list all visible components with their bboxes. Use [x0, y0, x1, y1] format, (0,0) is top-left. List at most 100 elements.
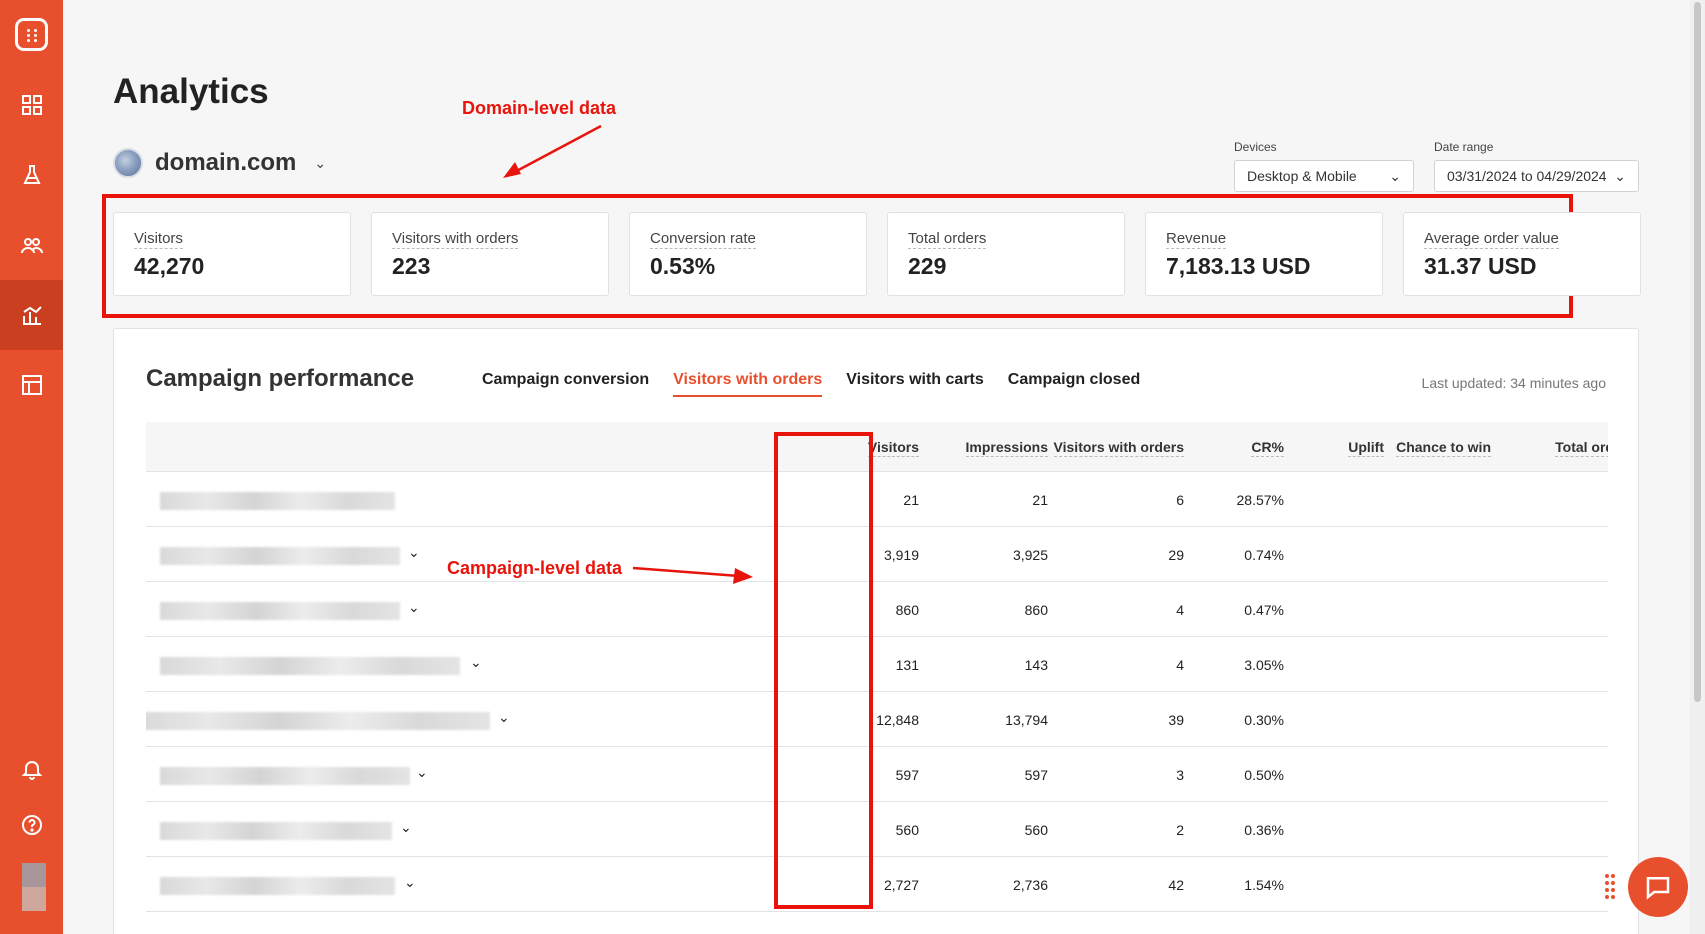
campaign-name-redacted [160, 657, 460, 675]
chevron-down-icon[interactable]: ⌄ [400, 819, 412, 835]
scrollbar[interactable] [1690, 0, 1705, 934]
users-icon [20, 238, 43, 254]
campaign-performance-panel: Campaign performance Campaign conversion… [113, 328, 1639, 934]
devices-select[interactable]: Desktop & Mobile ⌄ [1234, 160, 1414, 192]
campaign-name-redacted [160, 877, 395, 895]
chat-button[interactable] [1628, 857, 1688, 917]
devices-value: Desktop & Mobile [1247, 168, 1357, 184]
cell-visitors-with-orders: 3 [1176, 767, 1184, 783]
cell-cr: 0.74% [1244, 547, 1284, 563]
tab-visitors-with-orders[interactable]: Visitors with orders [673, 371, 823, 397]
chevron-down-icon[interactable]: ⌄ [404, 874, 416, 890]
cell-impressions: 860 [1024, 602, 1048, 618]
kpi-card-visitors-with-orders: Visitors with orders 223 [371, 212, 609, 296]
kpi-value: 42,270 [134, 253, 205, 279]
domain-selector[interactable]: domain.com ⌄ [113, 148, 326, 178]
sidebar-item-experiments[interactable] [0, 140, 63, 210]
campaign-table: Visitors Impressions Visitors with order… [146, 422, 1608, 912]
cell-visitors: 131 [895, 657, 919, 673]
column-header-total-orders[interactable]: Total orders [1555, 439, 1608, 457]
column-header-impressions[interactable]: Impressions [965, 439, 1048, 457]
scrollbar-thumb[interactable] [1694, 2, 1701, 702]
cell-impressions: 2,736 [1012, 877, 1048, 893]
cell-impressions: 597 [1024, 767, 1048, 783]
sidebar-item-notifications[interactable] [0, 734, 63, 804]
sidebar-item-dashboard[interactable] [0, 70, 63, 140]
analytics-icon [22, 306, 42, 325]
tab-campaign-closed[interactable]: Campaign closed [1007, 371, 1141, 388]
cell-impressions: 560 [1024, 822, 1048, 838]
devices-filter: Devices Desktop & Mobile ⌄ [1234, 140, 1414, 192]
column-header-visitors-with-orders[interactable]: Visitors with orders [1053, 439, 1184, 457]
cell-cr: 0.50% [1244, 767, 1284, 783]
annotation-campaign-level: Campaign-level data [447, 558, 623, 578]
column-header-cr[interactable]: CR% [1251, 439, 1284, 457]
tab-visitors-with-carts[interactable]: Visitors with carts [846, 371, 984, 388]
cell-impressions: 13,794 [1005, 712, 1048, 728]
cell-visitors-with-orders: 4 [1176, 657, 1184, 673]
kpi-card-total-orders: Total orders 229 [887, 212, 1125, 296]
campaign-name-redacted [160, 767, 410, 785]
avatar[interactable] [22, 863, 46, 911]
chevron-down-icon[interactable]: ⌄ [470, 654, 482, 670]
cell-visitors: 21 [903, 492, 919, 508]
sidebar-item-analytics[interactable] [0, 280, 63, 350]
kpi-label: Visitors [134, 230, 183, 249]
app-logo-icon[interactable] [15, 18, 48, 51]
cell-visitors-with-orders: 2 [1176, 822, 1184, 838]
date-range-select[interactable]: 03/31/2024 to 04/29/2024 ⌄ [1434, 160, 1639, 192]
campaign-name-redacted [160, 822, 392, 840]
tab-campaign-conversion[interactable]: Campaign conversion [482, 371, 650, 388]
campaign-name-redacted [160, 492, 395, 510]
flask-icon [22, 165, 41, 184]
column-header-visitors[interactable]: Visitors [867, 439, 919, 457]
sidebar-item-templates[interactable] [0, 350, 63, 420]
cell-cr: 0.47% [1244, 602, 1284, 618]
kpi-value: 223 [392, 253, 431, 279]
column-header-chance-to-win[interactable]: Chance to win [1396, 439, 1491, 457]
cell-visitors: 860 [895, 602, 919, 618]
chevron-down-icon: ⌄ [314, 154, 327, 171]
drag-handle-icon[interactable] [1605, 874, 1617, 904]
date-range-label: Date range [1434, 140, 1494, 154]
cell-cr: 1.54% [1244, 877, 1284, 893]
dashboard-icon [21, 95, 42, 115]
date-range-value: 03/31/2024 to 04/29/2024 [1447, 168, 1607, 184]
chat-icon [1646, 877, 1670, 900]
kpi-label: Average order value [1424, 230, 1559, 249]
cell-visitors-with-orders: 6 [1176, 492, 1184, 508]
kpi-card-average-order-value: Average order value 31.37 USD [1403, 212, 1641, 296]
kpi-label: Revenue [1166, 230, 1227, 249]
annotation-domain-level: Domain-level data [462, 98, 617, 118]
kpi-value: 0.53% [650, 253, 716, 279]
kpi-label: Conversion rate [650, 230, 756, 249]
chevron-down-icon[interactable]: ⌄ [498, 709, 510, 725]
annotation-arrow-icon [503, 124, 602, 178]
cell-visitors-with-orders: 42 [1168, 877, 1184, 893]
kpi-value: 7,183.13 USD [1166, 253, 1311, 279]
sidebar-item-help[interactable] [0, 790, 63, 860]
chevron-down-icon[interactable]: ⌄ [408, 544, 420, 560]
campaign-name-redacted [160, 547, 400, 565]
chevron-down-icon[interactable]: ⌄ [416, 764, 428, 780]
annotation-highlight-box [774, 432, 873, 909]
cell-visitors: 2,727 [883, 877, 919, 893]
column-header-uplift[interactable]: Uplift [1348, 439, 1384, 457]
table-body: 2121628.57%6145.2⌄3,9193,925290.74%291,1… [146, 472, 1608, 912]
sidebar-item-users[interactable] [0, 210, 63, 280]
chevron-down-icon[interactable]: ⌄ [408, 599, 420, 615]
cell-cr: 3.05% [1244, 657, 1284, 673]
cell-visitors-with-orders: 39 [1168, 712, 1184, 728]
cell-visitors: 3,919 [883, 547, 919, 563]
main-content: Analytics Domain-level data domain.com ⌄… [63, 0, 1690, 934]
cell-impressions: 21 [1032, 492, 1048, 508]
table-header: Visitors Impressions Visitors with order… [146, 422, 1608, 472]
